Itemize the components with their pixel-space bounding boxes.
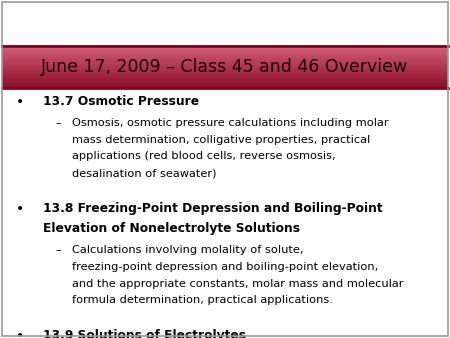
Bar xyxy=(2,75,448,76)
Bar xyxy=(2,46,448,48)
Bar xyxy=(2,73,448,74)
Bar xyxy=(2,74,448,75)
Bar xyxy=(2,63,448,65)
Bar xyxy=(2,67,448,68)
Text: Osmosis, osmotic pressure calculations including molar: Osmosis, osmotic pressure calculations i… xyxy=(72,118,389,128)
Text: and the appropriate constants, molar mass and molecular: and the appropriate constants, molar mas… xyxy=(72,279,404,289)
Bar xyxy=(2,57,448,58)
Bar xyxy=(2,81,448,82)
Bar xyxy=(2,69,448,70)
Bar xyxy=(2,54,448,55)
Bar xyxy=(2,64,448,66)
Text: 13.9 Solutions of Electrolytes: 13.9 Solutions of Electrolytes xyxy=(43,329,246,338)
Bar xyxy=(2,82,448,84)
Bar xyxy=(2,83,448,85)
Bar xyxy=(2,45,448,47)
Text: June 17, 2009 – Class 45 and 46 Overview: June 17, 2009 – Class 45 and 46 Overview xyxy=(41,58,409,76)
Text: •: • xyxy=(16,202,24,216)
Bar xyxy=(2,72,448,73)
Bar xyxy=(2,65,448,67)
Bar xyxy=(2,61,448,63)
Bar xyxy=(2,59,448,61)
Bar xyxy=(2,51,448,52)
Text: Calculations involving molality of solute,: Calculations involving molality of solut… xyxy=(72,245,303,255)
Bar xyxy=(2,52,448,53)
Bar xyxy=(2,47,448,49)
Bar xyxy=(2,48,448,50)
Bar xyxy=(2,77,448,78)
Bar xyxy=(2,60,448,62)
Text: •: • xyxy=(16,95,24,108)
Bar xyxy=(2,71,448,72)
Text: –: – xyxy=(56,118,61,128)
Bar xyxy=(2,87,448,88)
Bar xyxy=(2,79,448,80)
Bar xyxy=(2,80,448,81)
Bar xyxy=(2,84,448,86)
Bar xyxy=(2,53,448,54)
Text: 13.8 Freezing-Point Depression and Boiling-Point: 13.8 Freezing-Point Depression and Boili… xyxy=(43,202,382,215)
Text: mass determination, colligative properties, practical: mass determination, colligative properti… xyxy=(72,135,370,145)
Bar xyxy=(2,49,448,51)
Bar xyxy=(2,58,448,59)
Text: desalination of seawater): desalination of seawater) xyxy=(72,168,216,178)
Bar xyxy=(2,55,448,56)
Bar xyxy=(2,70,448,71)
Bar xyxy=(2,78,448,79)
Text: freezing-point depression and boiling-point elevation,: freezing-point depression and boiling-po… xyxy=(72,262,378,272)
Text: Elevation of Nonelectrolyte Solutions: Elevation of Nonelectrolyte Solutions xyxy=(43,222,300,235)
Bar xyxy=(2,56,448,57)
Text: 13.7 Osmotic Pressure: 13.7 Osmotic Pressure xyxy=(43,95,199,107)
Bar xyxy=(2,62,448,64)
Text: –: – xyxy=(56,245,61,255)
Bar xyxy=(2,76,448,77)
Bar xyxy=(2,68,448,69)
Text: formula determination, practical applications.: formula determination, practical applica… xyxy=(72,295,333,306)
Text: applications (red blood cells, reverse osmosis,: applications (red blood cells, reverse o… xyxy=(72,151,336,162)
Text: •: • xyxy=(16,329,24,338)
Bar xyxy=(2,86,448,87)
